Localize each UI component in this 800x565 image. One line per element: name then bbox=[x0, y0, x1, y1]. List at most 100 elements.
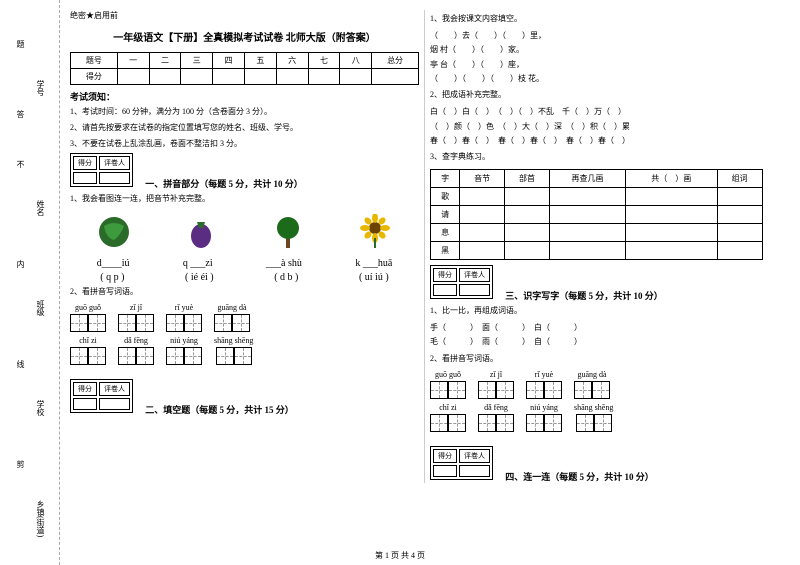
bind-hint: 剪 bbox=[15, 460, 26, 468]
tian-label: niú yáng bbox=[530, 403, 558, 412]
char-table: 字 音节 部首 再查几画 共（ ）画 组词 歌 请 息 黑 bbox=[430, 169, 763, 260]
score-box: 得分 评卷人 bbox=[70, 153, 133, 187]
pinyin: ( d b ) bbox=[274, 272, 298, 283]
pinyin-row: ( q p ) ( ié éi ) ( d b ) ( uí iú ) bbox=[70, 272, 419, 283]
binding-strip: 乡镇(街道) 学校 班级 姓名 学号 剪 线 内 不 答 题 bbox=[0, 0, 60, 565]
bind-hint: 答 bbox=[15, 110, 26, 118]
bind-hint: 不 bbox=[15, 160, 26, 168]
pinyin-row: d____iú q ___zi ___à shù k ___huā bbox=[70, 258, 419, 269]
fill-block: 白（ ）白（ ） （ ）（ ）不乱 千（ ）万（ ） （ ）颜（ ）色 （ ）大… bbox=[430, 105, 780, 148]
tian-label: chǐ zi bbox=[439, 403, 457, 412]
td: 请 bbox=[431, 206, 460, 224]
th: 五 bbox=[244, 53, 276, 69]
tian-label: shāng shēng bbox=[574, 403, 613, 412]
secret-label: 绝密★启用前 bbox=[70, 10, 419, 21]
earth-icon bbox=[96, 214, 132, 250]
tian-label: guō guǒ bbox=[435, 370, 461, 379]
th: 共（ ）画 bbox=[625, 170, 717, 188]
content: 绝密★启用前 一年级语文【下册】全真模拟考试试卷 北师大版（附答案） 题号 一 … bbox=[65, 10, 795, 483]
tian-label: rǐ yuè bbox=[175, 303, 193, 312]
th: 三 bbox=[181, 53, 213, 69]
bind-hint: 内 bbox=[15, 260, 26, 268]
th: 二 bbox=[149, 53, 181, 69]
bind-hint: 题 bbox=[15, 40, 26, 48]
sunflower-icon bbox=[357, 214, 393, 250]
td: 得分 bbox=[71, 69, 118, 85]
section3-title: 三、识字写字（每题 5 分，共计 10 分） bbox=[505, 289, 663, 302]
tian-row: chǐ zi dǎ fēng niú yáng shāng shēng bbox=[430, 403, 780, 432]
th: 四 bbox=[213, 53, 245, 69]
tian-label: zǐ jǐ bbox=[130, 303, 142, 312]
eggplant-icon bbox=[183, 214, 219, 250]
table-row: 歌 bbox=[431, 188, 763, 206]
tian-label: chǐ zi bbox=[79, 336, 97, 345]
tian-label: guāng dà bbox=[577, 370, 606, 379]
th: 部首 bbox=[505, 170, 550, 188]
pinyin: q ___zi bbox=[183, 258, 213, 269]
tian-row: guō guǒ zǐ jǐ rǐ yuè guāng dà bbox=[430, 370, 780, 399]
tian-label: dǎ fēng bbox=[484, 403, 508, 412]
table-row: 得分 bbox=[71, 69, 419, 85]
score-box: 得分 评卷人 bbox=[430, 265, 493, 299]
q-text: 1、比一比，再组成词语。 bbox=[430, 305, 780, 318]
tian-label: zǐ jǐ bbox=[490, 370, 502, 379]
bind-hint: 线 bbox=[15, 360, 26, 368]
q-text: 2、看拼音写词语。 bbox=[70, 286, 419, 299]
score-box: 得分 评卷人 bbox=[430, 446, 493, 480]
pinyin: k ___huā bbox=[355, 258, 392, 269]
pinyin: ( ié éi ) bbox=[185, 272, 214, 283]
q-text: 2、把成语补充完整。 bbox=[430, 89, 780, 102]
bind-label: 班级 bbox=[35, 300, 46, 316]
bind-label: 姓名 bbox=[35, 200, 46, 216]
left-column: 绝密★启用前 一年级语文【下册】全真模拟考试试卷 北师大版（附答案） 题号 一 … bbox=[65, 10, 425, 483]
pinyin: ( q p ) bbox=[100, 272, 124, 283]
pinyin: ( uí iú ) bbox=[359, 272, 389, 283]
td: 得分 bbox=[433, 449, 457, 463]
fill-block: 手（ ） 面（ ） 白（ ） 毛（ ） 雨（ ） 自（ ） bbox=[430, 321, 780, 350]
td: 评卷人 bbox=[459, 449, 490, 463]
q-text: 2、看拼音写词语。 bbox=[430, 353, 780, 366]
tree-icon bbox=[270, 214, 306, 250]
notice-line: 1、考试时间：60 分钟，满分为 100 分（含卷面分 3 分）。 bbox=[70, 106, 419, 119]
th: 一 bbox=[117, 53, 149, 69]
table-row: 黑 bbox=[431, 242, 763, 260]
fill-line: 白（ ）白（ ） （ ）（ ）不乱 千（ ）万（ ） bbox=[430, 105, 780, 119]
table-row: 息 bbox=[431, 224, 763, 242]
tian-label: guāng dà bbox=[217, 303, 246, 312]
th: 总分 bbox=[372, 53, 419, 69]
right-column: 1、我会按课文内容填空。 （ ）去（ ）（ ）里， 烟 村（ ）（ ）家。 亭 … bbox=[425, 10, 785, 483]
tian-label: rǐ yuè bbox=[535, 370, 553, 379]
th: 八 bbox=[340, 53, 372, 69]
bind-label: 学号 bbox=[35, 80, 46, 96]
table-row: 题号 一 二 三 四 五 六 七 八 总分 bbox=[71, 53, 419, 69]
tian-row: chǐ zi dǎ fēng niú yáng shāng shēng bbox=[70, 336, 419, 365]
bind-label: 乡镇(街道) bbox=[35, 500, 46, 537]
q-text: 3、查字典练习。 bbox=[430, 151, 780, 164]
td: 得分 bbox=[433, 268, 457, 282]
tian-label: dǎ fēng bbox=[124, 336, 148, 345]
score-box: 得分 评卷人 bbox=[70, 379, 133, 413]
fill-line: 春（ ）春（ ） 春（ ）春（ ） 春（ ）春（ ） bbox=[430, 134, 780, 148]
section4-title: 四、连一连（每题 5 分，共计 10 分） bbox=[505, 470, 654, 483]
q-text: 1、我会按课文内容填空。 bbox=[430, 13, 780, 26]
td: 得分 bbox=[73, 156, 97, 170]
td: 黑 bbox=[431, 242, 460, 260]
th: 音节 bbox=[460, 170, 505, 188]
fill-line: 亭 台（ ）（ ）座， bbox=[430, 58, 780, 72]
fill-line: 烟 村（ ）（ ）家。 bbox=[430, 43, 780, 57]
section1-title: 一、拼音部分（每题 5 分，共计 10 分） bbox=[145, 177, 303, 190]
page: 乡镇(街道) 学校 班级 姓名 学号 剪 线 内 不 答 题 绝密★启用前 一年… bbox=[0, 0, 800, 565]
th: 再查几画 bbox=[549, 170, 625, 188]
fill-block: （ ）去（ ）（ ）里， 烟 村（ ）（ ）家。 亭 台（ ）（ ）座， （ ）… bbox=[430, 29, 780, 87]
fill-line: 毛（ ） 雨（ ） 自（ ） bbox=[430, 335, 780, 349]
notice-line: 3、不要在试卷上乱涂乱画，卷面不整洁扣 3 分。 bbox=[70, 138, 419, 151]
td: 评卷人 bbox=[459, 268, 490, 282]
th: 字 bbox=[431, 170, 460, 188]
td: 评卷人 bbox=[99, 156, 130, 170]
main-title: 一年级语文【下册】全真模拟考试试卷 北师大版（附答案） bbox=[70, 29, 419, 44]
notice-line: 2、请首先按要求在试卷的指定位置填写您的姓名、班级、学号。 bbox=[70, 122, 419, 135]
q-text: 1、我会看图连一连，把音节补充完整。 bbox=[70, 193, 419, 206]
pinyin: d____iú bbox=[97, 258, 130, 269]
tian-label: shāng shēng bbox=[214, 336, 253, 345]
td: 得分 bbox=[73, 382, 97, 396]
